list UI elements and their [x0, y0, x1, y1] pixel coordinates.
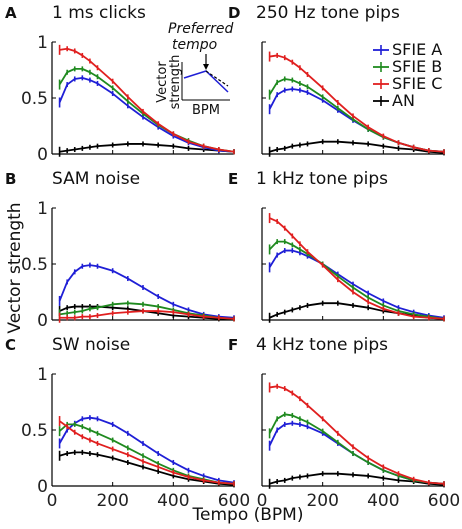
inset-arrowhead: [203, 64, 209, 70]
x-axis-label: Tempo (BPM): [192, 505, 304, 525]
legend-label: SFIE A: [392, 40, 442, 59]
legend-item-sfie-c: SFIE C: [373, 74, 442, 93]
panel-letter: E: [228, 170, 238, 188]
series-sfie-c: [268, 382, 445, 487]
panel-title: 1 ms clicks: [52, 3, 146, 23]
legend-label: AN: [392, 91, 415, 110]
legend-label: SFIE B: [392, 57, 442, 76]
series-sfie-a: [268, 86, 445, 155]
legend-item-sfie-b: SFIE B: [373, 57, 442, 76]
y-tick-label: 0: [37, 477, 48, 497]
x-tick-label: 400: [157, 491, 189, 511]
series-sfie-c: [58, 44, 235, 155]
x-tick-label: 600: [428, 491, 460, 511]
series-line: [58, 423, 235, 485]
legend-label: SFIE C: [392, 74, 442, 93]
x-tick-label: 0: [47, 491, 58, 511]
y-tick-label: 0.5: [21, 89, 48, 109]
legend-item-sfie-a: SFIE A: [373, 40, 442, 59]
panel-title: 1 kHz tone pips: [256, 169, 388, 189]
x-tick-label: 200: [306, 491, 338, 511]
series-sfie-c: [268, 51, 445, 155]
series-sfie-c: [58, 416, 235, 487]
y-tick-label: 1: [37, 199, 48, 219]
series-line: [269, 140, 445, 154]
y-tick-label: 0: [37, 311, 48, 331]
panel-B: 0 0.5 1 B SAM noise: [5, 169, 235, 331]
series-an: [268, 471, 445, 489]
y-tick-label: 0: [37, 145, 48, 165]
panel-title: 250 Hz tone pips: [256, 3, 400, 23]
x-tick-label: 400: [367, 491, 399, 511]
panel-A: 0 0.5 1 A 1 ms clicks: [5, 3, 235, 165]
series-sfie-a: [268, 420, 445, 487]
inset-title-line2: tempo: [172, 37, 217, 53]
x-tick-label: 600: [218, 491, 250, 511]
y-tick-label: 1: [37, 33, 48, 53]
y-tick-label: 0.5: [21, 255, 48, 275]
panel-title: SW noise: [52, 335, 130, 355]
panel-title: 4 kHz tone pips: [256, 335, 388, 355]
panel-letter: C: [5, 336, 16, 354]
panel-F: 0 200 400 600 F 4 kHz tone pips: [228, 335, 460, 511]
series-line: [269, 217, 445, 320]
y-axis-label: Vector strength: [5, 202, 25, 333]
inset-dashed-curve: [205, 70, 229, 87]
panel-letter: D: [228, 4, 240, 22]
y-tick-label: 1: [37, 365, 48, 385]
series-sfie-c: [58, 308, 235, 323]
inset-title-line1: Preferred: [168, 21, 233, 37]
panel-title: SAM noise: [52, 169, 140, 189]
x-tick-label: 0: [257, 491, 268, 511]
panel-E: E 1 kHz tone pips: [228, 169, 445, 323]
series-an: [58, 304, 235, 322]
series-line: [269, 385, 445, 485]
y-tick-label: 0.5: [21, 421, 48, 441]
legend-item-an: AN: [373, 91, 415, 110]
inset-curve: [183, 70, 229, 93]
panel-letter: A: [5, 4, 17, 22]
series-line: [268, 249, 445, 319]
panel-letter: F: [228, 336, 238, 354]
series-line: [269, 472, 445, 486]
panel-letter: B: [5, 170, 16, 188]
inset-xlabel: BPM: [192, 103, 220, 118]
panel-C: 0 0.5 1 0 200 400 600 C SW noise: [5, 335, 250, 511]
panel-D: D 250 Hz tone pips: [228, 3, 445, 157]
series-sfie-c: [268, 213, 445, 322]
series-an: [268, 139, 445, 157]
series-sfie-a: [58, 415, 235, 486]
series-line: [268, 240, 445, 320]
inset-ylabel-line2: strength: [168, 55, 183, 110]
x-tick-label: 200: [96, 491, 128, 511]
inset-ylabel-line1: Vector: [155, 61, 170, 103]
